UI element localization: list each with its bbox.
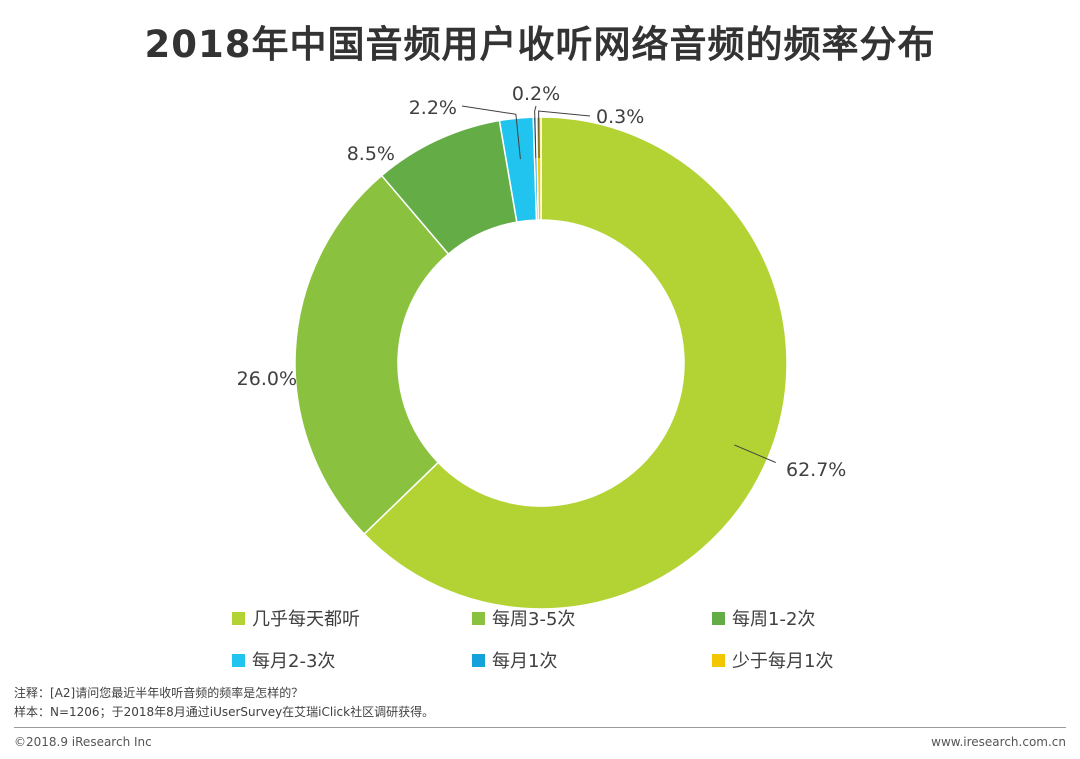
chart-legend: 几乎每天都听 每周3-5次 每周1-2次 每月2-3次 每月1次 少于每月1次 [232,606,952,672]
legend-swatch [712,653,725,667]
legend-swatch [472,611,485,625]
legend-item: 每月1次 [472,648,712,672]
legend-swatch [232,611,245,625]
legend-swatch [232,653,245,667]
leader-line [534,105,537,159]
legend-item: 每周3-5次 [472,606,712,630]
data-label: 8.5% [347,143,395,165]
note-text: 注释：[A2]请问您最近半年收听音频的频率是怎样的？ [14,686,304,700]
leader-line [461,105,521,160]
data-label: 0.2% [512,83,560,105]
footnotes: 注释：[A2]请问您最近半年收听音频的频率是怎样的？ 样本：N=1206；于20… [14,684,434,722]
legend-label: 每月2-3次 [252,651,336,672]
legend-item: 每周1-2次 [712,606,952,630]
footer-divider [14,727,1066,728]
website-link[interactable]: www.iresearch.com.cn [931,735,1066,749]
chart-title: 2018年中国音频用户收听网络音频的频率分布 [144,23,936,66]
legend-swatch [712,611,725,625]
legend-label: 少于每月1次 [732,651,834,672]
donut-slice [535,116,542,221]
legend-label: 每周1-2次 [732,609,816,630]
donut-slice [294,174,450,536]
data-label: 26.0% [237,368,297,390]
donut-slice [363,116,788,610]
legend-item: 每月2-3次 [232,648,472,672]
data-label: 62.7% [786,459,846,481]
leader-line [734,444,776,463]
legend-label: 几乎每天都听 [252,609,360,630]
legend-item: 少于每月1次 [712,648,952,672]
legend-label: 每月1次 [492,651,558,672]
copyright-text: ©2018.9 iResearch Inc [14,735,152,749]
legend-item: 几乎每天都听 [232,606,472,630]
data-label: 0.3% [596,106,644,128]
data-label: 2.2% [409,97,457,119]
leader-line [538,110,591,159]
legend-swatch [472,653,485,667]
sample-text: 样本：N=1206；于2018年8月通过iUserSurvey在艾瑞iClick… [14,705,435,719]
legend-label: 每周3-5次 [492,609,576,630]
